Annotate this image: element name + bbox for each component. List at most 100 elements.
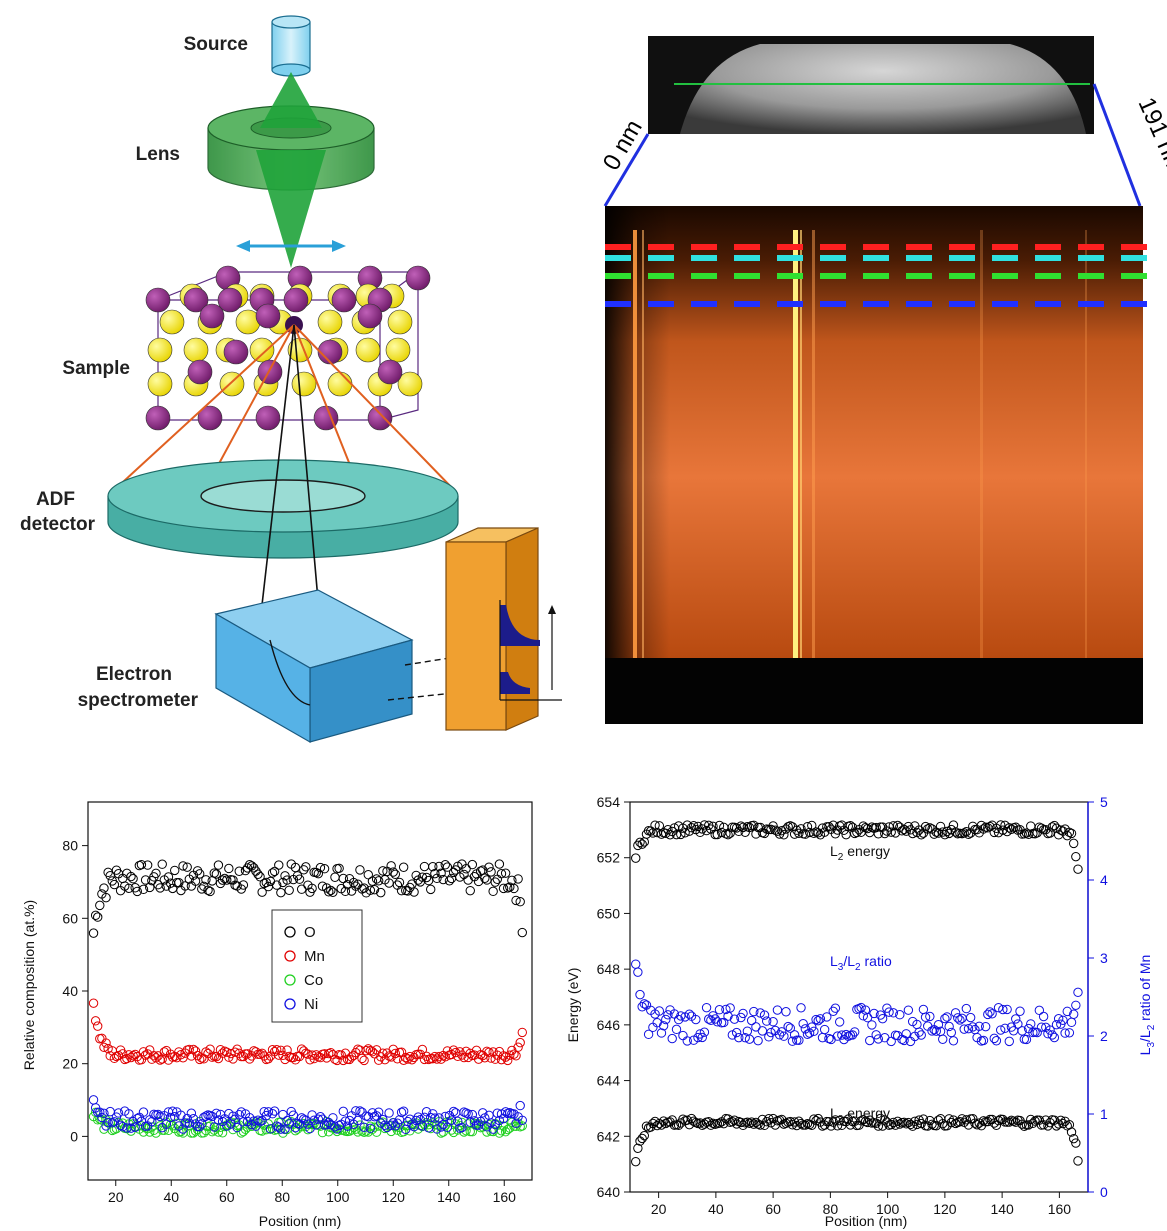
data-point-o: [255, 872, 265, 882]
data-point: [663, 1010, 673, 1020]
data-point: [1058, 1118, 1068, 1129]
data-point: [731, 1027, 742, 1038]
data-point-ni: [388, 1118, 398, 1128]
data-point: [944, 1021, 954, 1032]
data-point-o: [448, 867, 459, 878]
edge-dash: [863, 273, 889, 279]
data-point-ni: [442, 1122, 453, 1132]
data-point: [1017, 1119, 1027, 1129]
data-point-o: [376, 887, 386, 898]
edge-dash: [1078, 273, 1104, 279]
data-point-mn: [157, 1054, 167, 1064]
data-point: [1026, 1019, 1036, 1029]
l3-energy-annotation: L3 energy: [830, 1105, 890, 1125]
data-point-mn: [503, 1055, 513, 1066]
data-point-o: [301, 862, 311, 872]
data-point-ni: [373, 1107, 384, 1117]
data-point: [811, 1014, 821, 1025]
atom-oxygen: [159, 309, 185, 335]
atom-oxygen: [317, 309, 343, 335]
data-point-ni: [213, 1115, 224, 1125]
data-point-ni: [186, 1108, 197, 1118]
data-point-o: [205, 886, 215, 897]
atom-metal: [367, 405, 393, 431]
data-point-o: [93, 912, 103, 922]
data-point-o: [197, 884, 207, 894]
data-point: [749, 1119, 759, 1129]
spectrum-streak: [980, 230, 983, 658]
data-point: [1066, 1017, 1077, 1028]
x-tick-label: 140: [990, 1201, 1014, 1217]
data-point: [1060, 1028, 1070, 1038]
data-point: [1047, 1030, 1057, 1040]
data-point-mn: [465, 1048, 475, 1058]
data-point: [759, 1010, 770, 1020]
data-point-o: [488, 886, 498, 897]
data-point-o: [95, 900, 105, 911]
x-tick-label: 40: [163, 1189, 179, 1205]
data-point-ni: [511, 1118, 521, 1129]
data-point: [935, 821, 946, 832]
data-point-ni: [130, 1122, 140, 1133]
data-point-o: [490, 877, 500, 887]
data-point-mn: [282, 1045, 292, 1055]
data-point: [794, 1035, 804, 1045]
data-point: [916, 830, 926, 840]
data-point-o: [515, 897, 525, 907]
spectrum-streak: [793, 230, 798, 658]
edge-dash: [1121, 244, 1147, 250]
edge-dash: [863, 301, 889, 307]
data-point-o: [319, 864, 330, 874]
edge-dash: [777, 244, 803, 250]
data-point: [1036, 1022, 1047, 1032]
edge-dash: [1078, 244, 1104, 250]
stem-schematic: Source Lens Sample ADF detector: [20, 15, 562, 744]
data-point: [931, 1026, 941, 1036]
data-point-o: [172, 877, 182, 888]
edge-dash: [906, 301, 932, 307]
data-point-ni: [505, 1107, 515, 1118]
energy-ylabel-left: Energy (eV): [565, 968, 581, 1043]
data-point: [1045, 828, 1055, 838]
data-point: [828, 1006, 838, 1016]
data-point-ni: [448, 1106, 459, 1117]
edge-dash: [1078, 301, 1104, 307]
data-point-mn: [434, 1051, 444, 1062]
data-point: [779, 1031, 789, 1041]
edge-dash: [949, 244, 975, 250]
y-tick-label: 644: [597, 1073, 621, 1089]
converging-beam: [256, 150, 326, 268]
data-point: [959, 1024, 969, 1034]
data-point: [794, 828, 804, 839]
edge-dash: [648, 273, 674, 279]
y-right-tick-label: 1: [1100, 1106, 1108, 1122]
data-point-mn: [367, 1046, 378, 1057]
energy-xlabel: Position (nm): [825, 1213, 907, 1229]
data-point-ni: [88, 1095, 99, 1105]
data-point-ni: [211, 1108, 222, 1118]
data-point-ni: [378, 1114, 388, 1125]
data-point-o: [140, 875, 151, 885]
y-tick-label: 648: [597, 961, 621, 977]
data-point-mn: [228, 1054, 238, 1064]
data-point: [635, 989, 645, 1000]
data-point-o: [498, 883, 509, 894]
y-tick-label: 640: [597, 1184, 621, 1200]
data-point-o: [257, 887, 267, 897]
data-point-o: [409, 887, 419, 897]
data-point-o: [178, 861, 188, 871]
data-point-mn: [403, 1054, 413, 1064]
spectrum-image: [605, 206, 1143, 724]
edge-dash: [734, 255, 760, 261]
atom-metal: [217, 287, 243, 313]
data-point-ni: [355, 1106, 365, 1116]
data-point-mn: [178, 1053, 188, 1063]
data-point-o: [151, 868, 161, 879]
data-point-o: [475, 866, 486, 876]
data-point-mn: [482, 1046, 492, 1057]
data-point: [1056, 825, 1066, 835]
y-tick-label: 40: [62, 983, 78, 999]
data-point-mn: [417, 1044, 428, 1055]
data-point-o: [430, 868, 440, 879]
edge-dash: [648, 255, 674, 261]
